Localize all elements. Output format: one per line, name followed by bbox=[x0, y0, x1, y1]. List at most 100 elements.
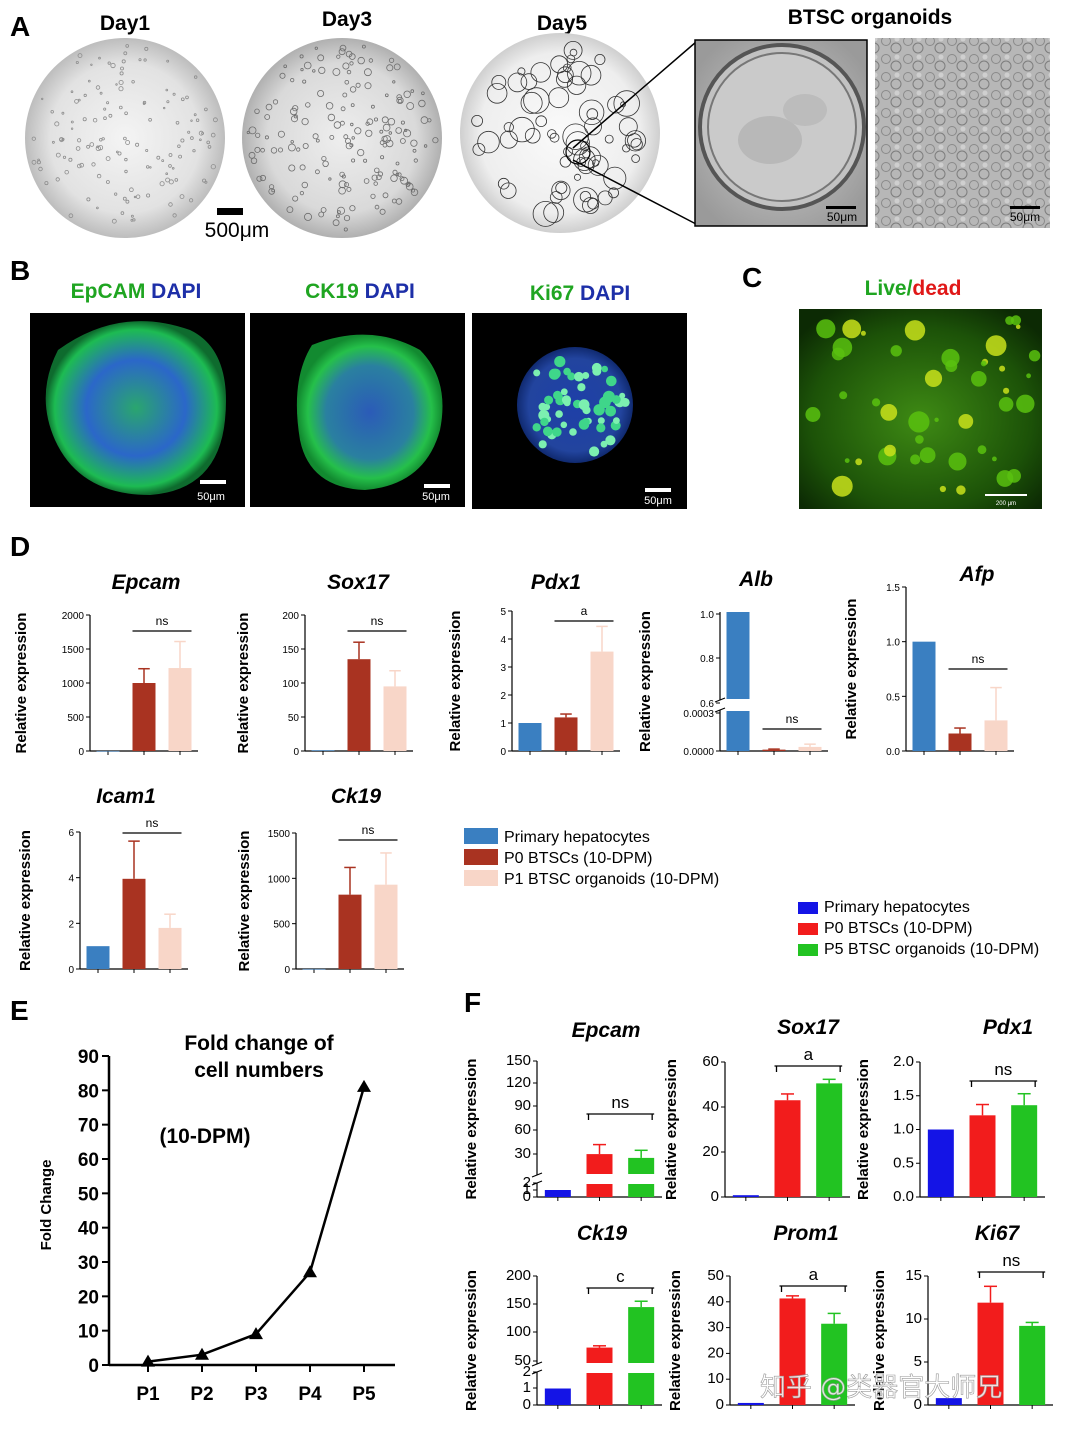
cell-speck bbox=[400, 176, 409, 185]
well-day3-image bbox=[242, 38, 442, 238]
x-tick-label: P2 bbox=[190, 1384, 213, 1405]
y-tick-label: 0.5 bbox=[893, 1154, 914, 1171]
cell-speck bbox=[603, 166, 627, 190]
cell-speck bbox=[333, 121, 342, 129]
y-tick-label: 1 bbox=[523, 1379, 531, 1396]
ck19-organoid bbox=[296, 334, 443, 490]
cell-speck bbox=[207, 145, 212, 149]
cell-speck bbox=[149, 166, 152, 169]
stain-part: Ki67 bbox=[530, 282, 574, 305]
cell-speck bbox=[283, 64, 288, 69]
ki67-nucleus bbox=[597, 417, 605, 425]
bar-3 bbox=[1019, 1325, 1046, 1405]
ki67-nucleus bbox=[540, 417, 549, 427]
cell-speck bbox=[118, 80, 124, 86]
cell-speck bbox=[41, 97, 44, 101]
cell-speck bbox=[565, 131, 590, 156]
cell-speck bbox=[31, 159, 37, 165]
cell-speck bbox=[312, 69, 316, 73]
cell-speck bbox=[413, 158, 418, 163]
y-tick-label: 70 bbox=[78, 1116, 99, 1137]
cell-speck bbox=[264, 135, 269, 140]
scale-bar-b2 bbox=[424, 484, 450, 488]
data-point bbox=[249, 1327, 263, 1340]
cell-speck bbox=[374, 167, 380, 173]
cell-speck bbox=[569, 48, 578, 57]
cell-speck bbox=[61, 137, 65, 141]
cell-speck bbox=[125, 44, 129, 48]
y-tick-label: 0.0000 bbox=[683, 747, 714, 758]
cell-speck bbox=[548, 87, 570, 109]
ki67-nucleus bbox=[532, 423, 541, 432]
ki67-nucleus bbox=[581, 418, 590, 426]
ki67-nucleus bbox=[602, 390, 615, 403]
cell-speck bbox=[145, 165, 150, 169]
ki67-nucleus bbox=[605, 435, 616, 446]
bar-3 bbox=[374, 884, 398, 969]
cell-speck bbox=[162, 106, 166, 110]
cell-speck bbox=[120, 211, 125, 215]
cell-speck bbox=[376, 174, 382, 181]
cell-speck bbox=[345, 142, 353, 150]
cell-speck bbox=[165, 177, 171, 183]
cell-speck bbox=[129, 187, 134, 193]
cell-speck bbox=[344, 137, 351, 144]
cell-speck bbox=[168, 164, 172, 168]
y-tick-label: 1500 bbox=[268, 829, 291, 840]
cell-speck bbox=[174, 178, 179, 182]
cell-speck bbox=[70, 120, 74, 124]
cell-speck bbox=[499, 130, 518, 149]
chart-title: Fold change of bbox=[184, 1032, 334, 1055]
cell-speck bbox=[349, 143, 354, 148]
bar-3 bbox=[984, 720, 1008, 751]
ki67-nucleus bbox=[613, 417, 620, 424]
scale-zoom2-label: 50μm bbox=[1010, 210, 1040, 224]
y-axis-label: Relative expression bbox=[463, 1059, 480, 1200]
live-cell bbox=[992, 456, 997, 462]
cell-speck bbox=[357, 56, 365, 65]
live-cell bbox=[904, 320, 926, 341]
live-cell bbox=[910, 454, 921, 465]
cell-speck bbox=[343, 227, 348, 232]
axis-break-mark bbox=[714, 707, 726, 713]
cell-speck bbox=[119, 105, 123, 110]
cell-speck bbox=[361, 44, 366, 49]
chart-title: Afp bbox=[959, 563, 995, 586]
significance-label: ns bbox=[362, 823, 375, 837]
cell-speck bbox=[396, 96, 404, 105]
cell-speck bbox=[119, 71, 124, 76]
live-cell bbox=[1028, 350, 1041, 362]
ki67-nucleus bbox=[574, 371, 584, 382]
y-tick-label: 50 bbox=[288, 713, 300, 724]
cell-speck bbox=[410, 188, 416, 193]
scale-bar-c bbox=[985, 494, 1027, 496]
cell-speck bbox=[268, 184, 275, 190]
cell-speck bbox=[381, 116, 389, 124]
cell-speck bbox=[631, 154, 640, 163]
cell-speck bbox=[123, 51, 128, 56]
chart-title: Pdx1 bbox=[983, 1016, 1033, 1039]
cell-speck bbox=[135, 142, 140, 147]
cell-speck bbox=[379, 129, 384, 134]
legend-swatch bbox=[464, 849, 498, 865]
ki67-nucleus bbox=[554, 356, 566, 368]
cell-speck bbox=[70, 90, 74, 93]
scale-bar-zoom1 bbox=[826, 206, 856, 209]
bar-1 bbox=[935, 1398, 962, 1405]
cell-speck bbox=[38, 166, 43, 172]
chart-F-Pdx1: Pdx1 Relative expression 0.0 0.5 1.0 1.5 2.0 ns bbox=[855, 1016, 1045, 1205]
panel-f: F Primary hepatocytes P0 BTSCs (10-DPM) P5… bbox=[463, 899, 1053, 1413]
live-cell bbox=[999, 365, 1006, 372]
cell-speck bbox=[92, 117, 98, 123]
cell-speck bbox=[50, 110, 54, 114]
cell-speck bbox=[530, 62, 551, 83]
live-cell bbox=[980, 360, 987, 367]
cell-speck bbox=[133, 195, 137, 199]
bar-3 bbox=[798, 746, 822, 751]
cell-speck bbox=[406, 102, 415, 110]
chart-title: Ck19 bbox=[577, 1222, 628, 1245]
cell-speck bbox=[193, 75, 198, 79]
cell-speck bbox=[328, 177, 332, 181]
cell-speck bbox=[299, 191, 304, 196]
y-tick-label: 20 bbox=[702, 1143, 719, 1160]
